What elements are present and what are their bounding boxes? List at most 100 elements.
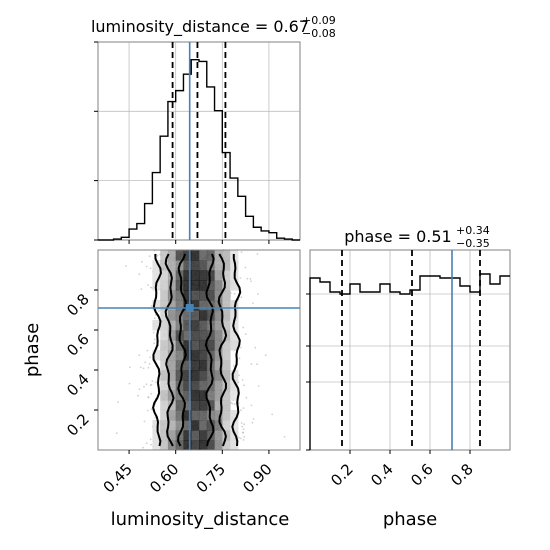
joint-density-contours bbox=[152, 253, 242, 447]
density-cell bbox=[160, 320, 169, 331]
scatter-point bbox=[147, 366, 150, 369]
density-cell bbox=[214, 290, 223, 301]
density-cell bbox=[199, 420, 208, 431]
density-cell bbox=[183, 260, 192, 271]
scatter-point bbox=[257, 293, 259, 295]
density-cell bbox=[214, 420, 223, 431]
density-cell bbox=[199, 250, 208, 261]
density-cell bbox=[183, 310, 192, 321]
density-cell bbox=[167, 300, 177, 311]
density-cell bbox=[191, 290, 200, 301]
joint-ytick-label-1: 0.4 bbox=[63, 370, 93, 400]
density-cell bbox=[199, 270, 208, 281]
scatter-point bbox=[137, 394, 140, 397]
density-cell bbox=[152, 430, 161, 441]
density-cell bbox=[167, 250, 177, 261]
density-cell bbox=[214, 250, 223, 261]
density-cell bbox=[183, 290, 192, 301]
density-cell bbox=[167, 420, 177, 431]
density-cell bbox=[183, 390, 192, 401]
density-cell bbox=[191, 270, 200, 281]
density-cell bbox=[167, 410, 177, 421]
scatter-point bbox=[148, 363, 151, 365]
density-cell bbox=[206, 340, 216, 351]
scatter-point bbox=[142, 367, 145, 370]
density-cell bbox=[160, 270, 169, 281]
density-cell bbox=[230, 310, 239, 321]
density-cell bbox=[152, 420, 161, 431]
density-cell bbox=[199, 400, 208, 411]
scatter-point bbox=[254, 346, 257, 349]
density-cell bbox=[152, 320, 161, 331]
scatter-point bbox=[250, 280, 252, 283]
density-cell bbox=[214, 280, 223, 291]
density-cell bbox=[230, 390, 239, 401]
density-cell bbox=[183, 370, 192, 381]
luminosity-distance-histogram-path bbox=[98, 58, 300, 241]
density-cell bbox=[206, 410, 216, 421]
luminosity-distance-title-median: 0.67 bbox=[273, 17, 309, 36]
density-cell bbox=[191, 330, 200, 341]
scatter-point bbox=[145, 383, 148, 386]
density-cell bbox=[160, 420, 169, 431]
density-cell bbox=[160, 390, 169, 401]
density-cell bbox=[222, 300, 231, 311]
density-cell bbox=[222, 440, 231, 451]
density-cell bbox=[214, 400, 223, 411]
scatter-point bbox=[138, 388, 141, 391]
density-cell bbox=[222, 370, 231, 381]
scatter-point bbox=[245, 396, 248, 399]
density-cell bbox=[183, 340, 192, 351]
scatter-point bbox=[232, 365, 235, 367]
density-cell bbox=[199, 340, 208, 351]
density-cell bbox=[160, 370, 169, 381]
density-cell bbox=[152, 270, 161, 281]
scatter-point bbox=[243, 384, 245, 387]
density-cell bbox=[191, 360, 200, 371]
scatter-point bbox=[150, 305, 153, 307]
scatter-point bbox=[239, 346, 242, 349]
joint-xtick-label-2: 0.75 bbox=[193, 460, 229, 496]
joint-ytick-label-2: 0.6 bbox=[63, 330, 93, 360]
density-cell bbox=[222, 410, 231, 421]
scatter-point bbox=[149, 384, 152, 387]
density-cell bbox=[230, 420, 239, 431]
density-cell bbox=[191, 250, 200, 261]
density-cell bbox=[167, 400, 177, 411]
scatter-point bbox=[151, 380, 154, 382]
density-cell bbox=[199, 360, 208, 371]
density-cell bbox=[167, 380, 177, 391]
scatter-point bbox=[128, 382, 131, 385]
phase-title-minus: −0.35 bbox=[456, 237, 490, 250]
density-cell bbox=[160, 260, 169, 271]
density-cell bbox=[191, 410, 200, 421]
density-cell bbox=[199, 430, 208, 441]
scatter-point bbox=[141, 260, 143, 263]
scatter-point bbox=[154, 416, 157, 419]
scatter-point bbox=[257, 385, 260, 387]
density-cell bbox=[160, 340, 169, 351]
density-cell bbox=[183, 330, 192, 341]
density-cell bbox=[199, 260, 208, 271]
density-cell bbox=[199, 330, 208, 341]
joint-xtick-label-1: 0.60 bbox=[146, 460, 182, 496]
scatter-point bbox=[243, 423, 246, 426]
density-cell bbox=[214, 350, 223, 361]
luminosity-distance-title-plus: +0.09 bbox=[302, 14, 336, 27]
luminosity-distance-title: luminosity_distance = 0.67 bbox=[91, 17, 309, 37]
density-cell bbox=[214, 260, 223, 271]
luminosity-distance-histogram-panel: luminosity_distance = 0.67 +0.09 −0.08 bbox=[91, 14, 336, 244]
scatter-point bbox=[233, 403, 236, 406]
scatter-point bbox=[149, 356, 152, 359]
density-cell bbox=[222, 360, 231, 371]
scatter-point bbox=[249, 278, 252, 280]
scatter-point bbox=[150, 392, 153, 395]
scatter-point bbox=[143, 420, 146, 423]
scatter-point bbox=[148, 255, 151, 257]
scatter-point bbox=[140, 288, 143, 290]
contour-line-2 bbox=[177, 253, 187, 447]
scatter-point bbox=[150, 443, 153, 446]
density-cell bbox=[183, 280, 192, 291]
density-cell bbox=[191, 380, 200, 391]
